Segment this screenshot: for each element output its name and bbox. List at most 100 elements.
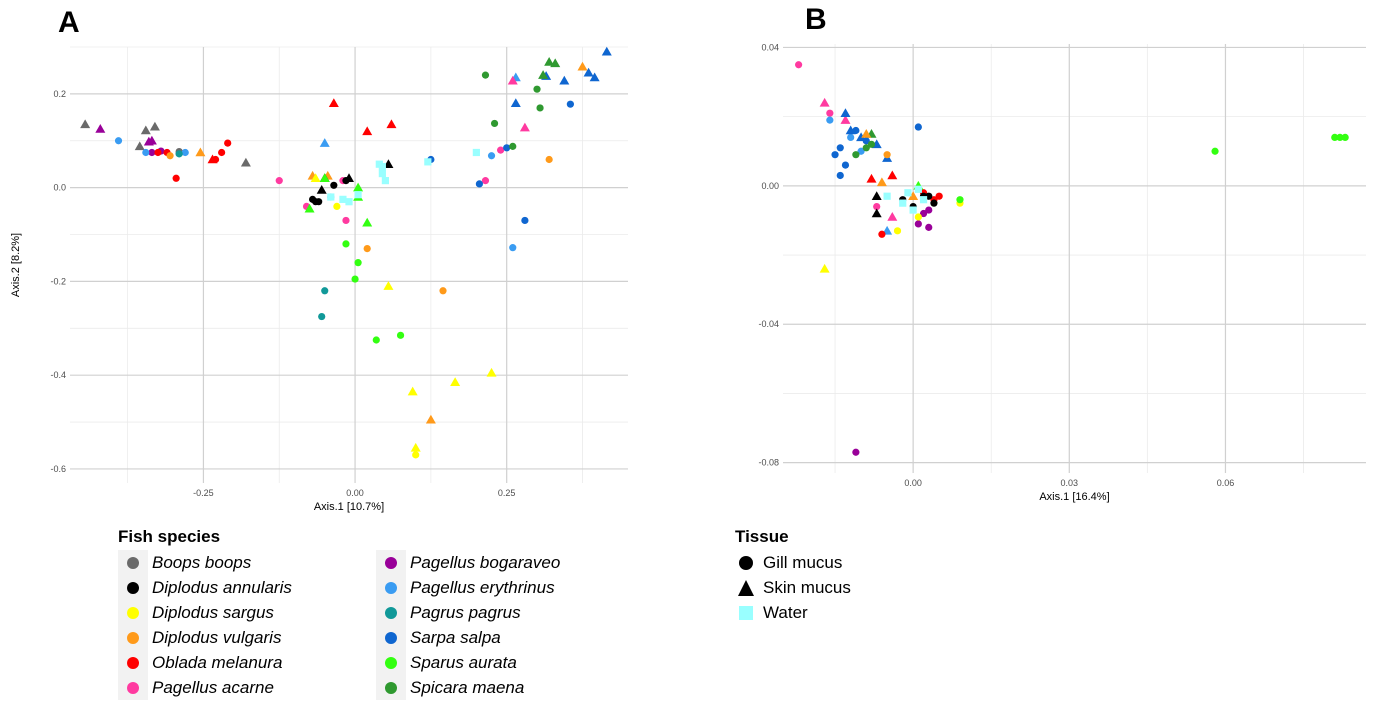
data-points <box>795 61 1349 456</box>
water-point <box>883 192 891 200</box>
x-axis-label: Axis.1 [16.4%] <box>1039 491 1109 503</box>
gill-point <box>412 451 420 459</box>
species-legend-label: Spicara maena <box>410 677 525 697</box>
species-legend-item: Pagellus erythrinus <box>376 575 634 600</box>
gill-point <box>852 448 860 456</box>
skin-point <box>319 173 330 183</box>
skin-point <box>577 61 588 71</box>
species-swatch <box>376 600 406 625</box>
water-point <box>472 148 480 157</box>
skin-point <box>544 57 555 66</box>
skin-point <box>316 184 327 194</box>
skin-point <box>319 138 330 147</box>
gill-point <box>857 147 865 155</box>
gill-point <box>956 196 964 204</box>
water-point <box>424 158 432 166</box>
gill-point <box>919 209 928 218</box>
gill-point <box>1211 147 1219 155</box>
gill-point <box>321 287 329 295</box>
species-dot-icon <box>127 581 139 594</box>
skin-point <box>550 58 561 68</box>
y-tick-label: -0.4 <box>50 370 66 380</box>
skin-point <box>908 191 919 200</box>
species-legend-item: Pagellus bogaraveo <box>376 550 634 575</box>
gill-point <box>930 199 938 207</box>
triangle-icon <box>735 575 757 600</box>
skin-point <box>304 203 315 213</box>
skin-point <box>871 191 882 200</box>
gill-point <box>509 244 517 252</box>
species-legend-label: Pagellus acarne <box>152 677 274 697</box>
gill-point <box>396 331 405 339</box>
tissue-legend: Tissue Gill mucus Skin mucus Water <box>735 527 851 625</box>
gill-point <box>333 202 341 210</box>
gill-point <box>878 230 886 238</box>
skin-point <box>601 46 612 56</box>
skin-point <box>362 126 373 136</box>
species-dot-icon <box>385 681 397 694</box>
gill-point <box>1331 133 1339 142</box>
gill-point <box>836 144 844 152</box>
species-dot-icon <box>385 556 397 569</box>
gill-point <box>521 216 529 225</box>
gill-point <box>873 203 881 211</box>
skin-point <box>386 119 397 129</box>
species-swatch <box>376 650 406 675</box>
skin-point <box>819 263 830 273</box>
gill-point <box>826 109 834 117</box>
water-point <box>899 199 907 207</box>
gill-point <box>914 213 922 221</box>
gill-point <box>318 312 326 321</box>
tissue-legend-item: Skin mucus <box>735 575 851 600</box>
species-dot-icon <box>385 581 397 594</box>
circle-icon <box>735 550 757 575</box>
species-swatch <box>376 625 406 650</box>
water-point <box>909 206 917 214</box>
major-gridlines <box>783 44 1366 473</box>
species-swatch <box>118 675 148 700</box>
gill-point <box>831 151 839 159</box>
species-legend: Fish species Boops boops Diplodus annular… <box>118 527 634 700</box>
species-legend-title: Fish species <box>118 527 221 546</box>
gill-point <box>142 148 150 157</box>
square-icon <box>735 600 757 625</box>
water-point <box>345 198 353 206</box>
y-axis-label: Axis.2 [8.2%] <box>10 233 22 297</box>
species-legend-label: Boops boops <box>152 552 252 572</box>
gill-point <box>867 140 876 148</box>
gill-point <box>181 148 189 157</box>
species-swatch <box>376 575 406 600</box>
gill-point <box>354 259 362 267</box>
tissue-legend-item: Water <box>735 600 851 625</box>
gill-point <box>795 61 803 69</box>
x-axis-label: Axis.1 [10.7%] <box>314 501 384 513</box>
gill-point <box>114 137 123 145</box>
species-swatch <box>118 625 148 650</box>
panel-letter: B <box>805 3 827 36</box>
gill-point <box>315 198 323 206</box>
gill-point <box>893 227 902 235</box>
water-point <box>354 191 362 199</box>
gill-point <box>497 146 505 154</box>
gill-point <box>490 119 499 128</box>
species-swatch <box>118 550 148 575</box>
skin-point <box>80 119 91 129</box>
water-point <box>378 162 386 171</box>
water-point <box>327 193 335 201</box>
skin-point <box>149 121 160 131</box>
skin-point <box>344 173 354 183</box>
gill-point <box>826 116 834 124</box>
y-tick-label: -0.04 <box>758 319 779 329</box>
species-legend-item: Diplodus annularis <box>118 575 376 600</box>
species-swatch <box>118 575 148 600</box>
y-tick-label: 0.0 <box>53 183 66 193</box>
gill-point <box>914 220 922 228</box>
species-legend-item: Diplodus vulgaris <box>118 625 376 650</box>
skin-point <box>383 281 394 290</box>
species-legend-label: Sparus aurata <box>410 652 517 672</box>
y-tick-label: -0.2 <box>50 276 66 286</box>
gill-point <box>275 177 283 185</box>
skin-point <box>328 98 339 108</box>
gill-point <box>1341 133 1349 142</box>
species-legend-item: Sarpa salpa <box>376 625 634 650</box>
